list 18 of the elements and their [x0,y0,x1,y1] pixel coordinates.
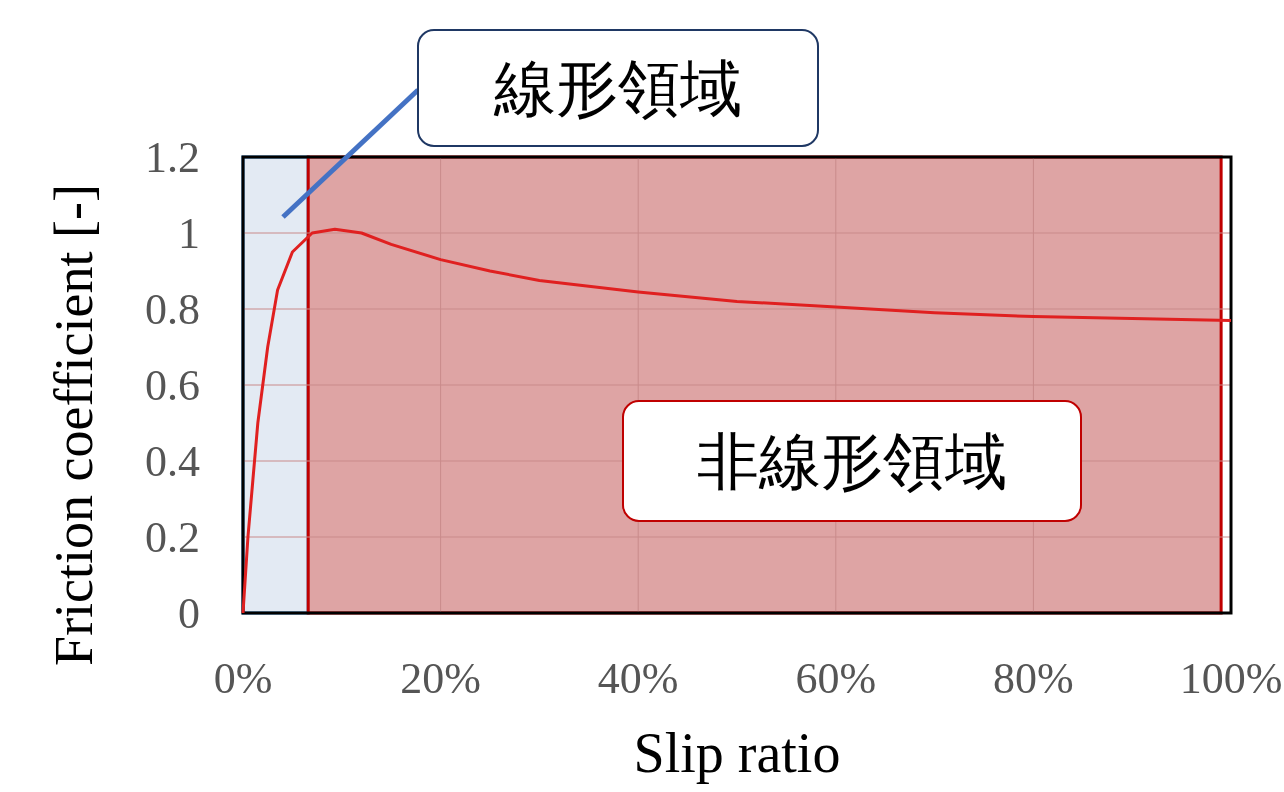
y-tick-label: 0.4 [145,437,200,486]
line-series [241,227,1233,615]
y-tick-label: 0.8 [145,285,200,334]
y-tick-label: 1 [178,209,200,258]
x-tick-label: 20% [400,654,481,703]
y-tick-label: 0.6 [145,361,200,410]
x-tick-label: 0% [213,654,273,703]
y-tick-label: 0.2 [145,513,200,562]
x-tick-label: 60% [795,654,877,703]
band-label: 線形領域 [493,54,742,123]
y-tick-label: 0 [178,589,200,638]
band-label: 非線形領域 [697,427,1007,496]
x-tick-label: 80% [993,654,1074,703]
y-tick-label: 1.2 [145,133,200,182]
y-axis-title: Friction coefficient [-] [44,184,104,666]
x-tick-label: 40% [597,654,679,703]
x-axis-title: Slip ratio [633,722,841,784]
x-tick-label: 100% [1179,654,1283,703]
